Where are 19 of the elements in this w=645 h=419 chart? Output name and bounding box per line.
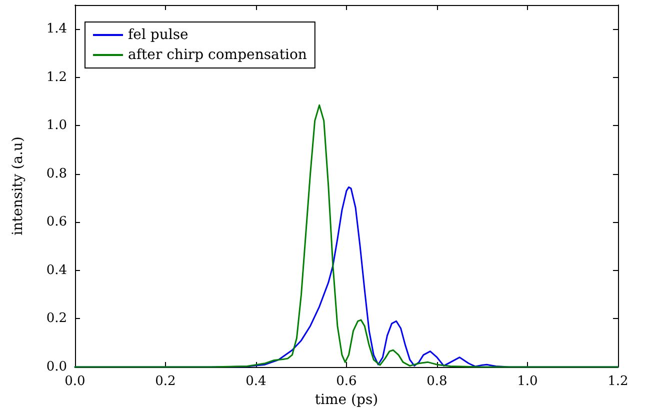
x-axis-title: time (ps)	[314, 392, 378, 408]
legend-label: fel pulse	[128, 27, 188, 43]
x-tick-label: 0.8	[426, 374, 448, 389]
y-tick-label: 1.4	[46, 22, 67, 37]
x-tick-label: 0.2	[155, 374, 176, 389]
y-tick-label: 0.4	[46, 262, 67, 278]
x-tick-label: 1.2	[608, 374, 628, 389]
y-tick-label: 1.0	[46, 118, 67, 134]
legend-label: after chirp compensation	[128, 47, 307, 63]
y-tick-label: 1.2	[46, 70, 67, 85]
y-tick-label: 0.0	[46, 360, 67, 374]
y-tick-label: 0.8	[46, 166, 67, 182]
y-tick-label: 0.6	[46, 214, 67, 230]
y-tick-label: 0.2	[46, 311, 67, 326]
x-tick-label: 0.6	[336, 374, 357, 389]
y-axis-title: intensity (a.u)	[10, 136, 26, 236]
x-tick-label: 0.4	[246, 374, 266, 389]
x-tick-label: 0.0	[64, 374, 86, 389]
x-tick-label: 1.0	[517, 374, 538, 389]
